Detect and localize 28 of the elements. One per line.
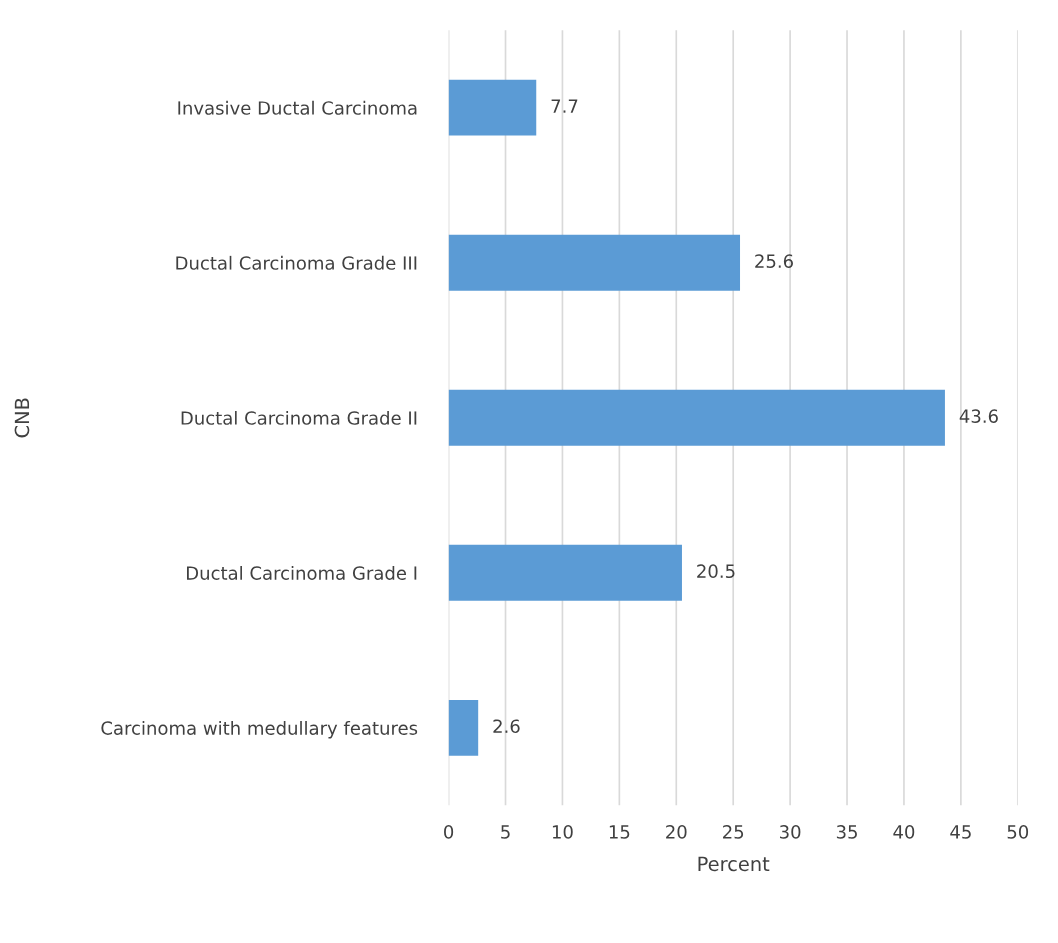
- x-axis-title: Percent: [698, 856, 770, 872]
- bar: [448, 544, 682, 601]
- y-tick-label: Ductal Carcinoma Grade III: [176, 255, 417, 270]
- data-label: 43.6: [959, 409, 998, 423]
- data-label: 7.7: [551, 99, 578, 113]
- data-label: 25.6: [755, 254, 793, 268]
- x-tick-label: 30: [780, 825, 801, 839]
- x-tick-label: 45: [950, 825, 971, 839]
- x-tick-label: 10: [552, 825, 573, 839]
- y-axis-title: CNB: [14, 398, 30, 438]
- x-tick-label: 0: [444, 825, 454, 839]
- x-tick-label: 50: [1007, 825, 1029, 839]
- bar: [448, 234, 741, 291]
- x-tick-label: 40: [893, 825, 915, 839]
- bar: [448, 389, 945, 446]
- data-label: 20.5: [697, 564, 735, 579]
- x-tick-label: 25: [723, 825, 744, 839]
- x-tick-label: 15: [609, 825, 630, 839]
- y-tick-label: Ductal Carcinoma Grade II: [181, 410, 417, 425]
- x-tick-label: 5: [501, 825, 510, 839]
- y-tick-label: Invasive Ductal Carcinoma: [178, 100, 417, 115]
- y-tick-label: Ductal Carcinoma Grade I: [187, 565, 417, 580]
- x-tick-label: 20: [666, 825, 687, 839]
- x-tick-label: 35: [836, 825, 857, 839]
- data-label: 2.6: [493, 719, 520, 734]
- y-tick-label: Carcinoma with medullary features: [101, 720, 418, 739]
- bar: [448, 699, 479, 756]
- bar: [448, 79, 537, 136]
